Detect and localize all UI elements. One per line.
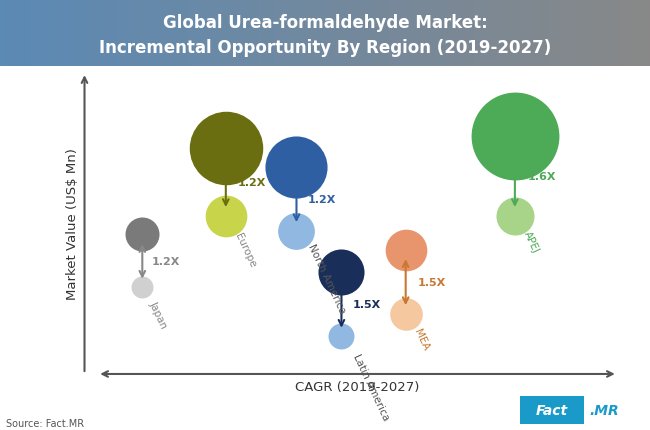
Text: Source: Fact.MR: Source: Fact.MR bbox=[6, 418, 84, 428]
Text: Japan: Japan bbox=[148, 299, 169, 329]
Text: .MR: .MR bbox=[590, 402, 619, 417]
Point bbox=[220, 145, 231, 152]
Text: North America: North America bbox=[307, 243, 348, 315]
Point bbox=[510, 134, 520, 141]
Point bbox=[220, 212, 231, 219]
Text: 1.6X: 1.6X bbox=[528, 172, 556, 181]
Text: Fact: Fact bbox=[536, 402, 568, 417]
Point bbox=[291, 227, 302, 234]
X-axis label: CAGR (2019-2027): CAGR (2019-2027) bbox=[295, 380, 420, 393]
FancyBboxPatch shape bbox=[520, 396, 584, 424]
Text: 1.2X: 1.2X bbox=[237, 177, 266, 187]
Text: Global Urea-formaldehyde Market:: Global Urea-formaldehyde Market: bbox=[162, 14, 488, 32]
Text: 1.2X: 1.2X bbox=[308, 194, 337, 204]
Text: Europe: Europe bbox=[233, 231, 257, 268]
Point bbox=[137, 231, 148, 238]
Point bbox=[291, 164, 302, 171]
Text: MEA: MEA bbox=[413, 327, 431, 352]
Point bbox=[336, 333, 346, 340]
Point bbox=[400, 310, 411, 317]
Y-axis label: Market Value (US$ Mn): Market Value (US$ Mn) bbox=[66, 148, 79, 299]
Text: 1.5X: 1.5X bbox=[417, 277, 445, 287]
Point bbox=[400, 246, 411, 253]
Point bbox=[137, 284, 148, 291]
Text: Incremental Opportunity By Region (2019-2027): Incremental Opportunity By Region (2019-… bbox=[99, 39, 551, 57]
Text: 1.2X: 1.2X bbox=[152, 256, 180, 266]
Point bbox=[510, 212, 520, 219]
Text: Latin America: Latin America bbox=[352, 352, 391, 421]
Text: APEJ: APEJ bbox=[522, 229, 541, 254]
Text: 1.5X: 1.5X bbox=[353, 300, 382, 310]
Point bbox=[336, 269, 346, 276]
